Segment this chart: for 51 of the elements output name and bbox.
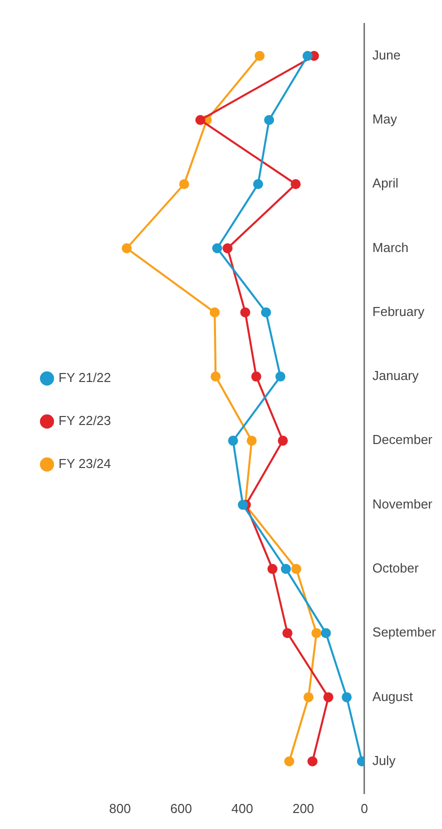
legend-label: FY 21/22	[58, 370, 112, 386]
point	[251, 372, 262, 382]
x-tick-label: 400	[231, 800, 254, 816]
point	[222, 243, 233, 254]
point	[311, 628, 322, 638]
point	[282, 628, 292, 638]
y-tick-label: October	[372, 560, 420, 576]
y-tick-label: July	[372, 752, 396, 768]
point	[228, 436, 238, 446]
point	[212, 243, 222, 254]
point	[280, 564, 291, 574]
point	[267, 564, 278, 574]
y-tick-label: September	[372, 624, 437, 640]
point	[278, 436, 288, 446]
legend-label: FY 23/24	[58, 456, 112, 472]
point	[179, 179, 190, 190]
point	[320, 628, 331, 638]
y-tick-label: March	[372, 240, 409, 255]
point	[238, 500, 248, 510]
point	[240, 307, 250, 318]
point	[323, 692, 334, 702]
point	[254, 50, 265, 61]
point	[253, 179, 264, 190]
y-tick-label: November	[372, 496, 434, 512]
x-tick-label: 800	[109, 800, 131, 816]
point	[290, 179, 301, 190]
point	[307, 756, 318, 766]
point	[302, 50, 313, 61]
y-tick-label: June	[372, 47, 401, 62]
point	[284, 756, 294, 766]
point	[246, 436, 257, 446]
point	[122, 243, 132, 254]
point	[210, 307, 220, 318]
y-tick-label: January	[372, 368, 420, 384]
y-tick-label: May	[372, 112, 398, 127]
x-tick-label: 0	[360, 800, 368, 816]
point	[342, 692, 352, 702]
y-tick-label: April	[372, 176, 399, 191]
x-tick-label: 600	[170, 800, 192, 816]
legend-label: FY 22/23	[58, 413, 112, 428]
point	[264, 115, 274, 125]
point	[210, 372, 221, 382]
point	[275, 372, 286, 382]
x-tick-label: 200	[292, 800, 314, 816]
point	[195, 115, 206, 125]
y-tick-label: December	[372, 432, 434, 448]
point	[261, 307, 272, 318]
point	[304, 692, 314, 702]
point	[291, 564, 302, 574]
y-tick-label: February	[372, 304, 425, 319]
y-tick-label: August	[372, 688, 414, 704]
